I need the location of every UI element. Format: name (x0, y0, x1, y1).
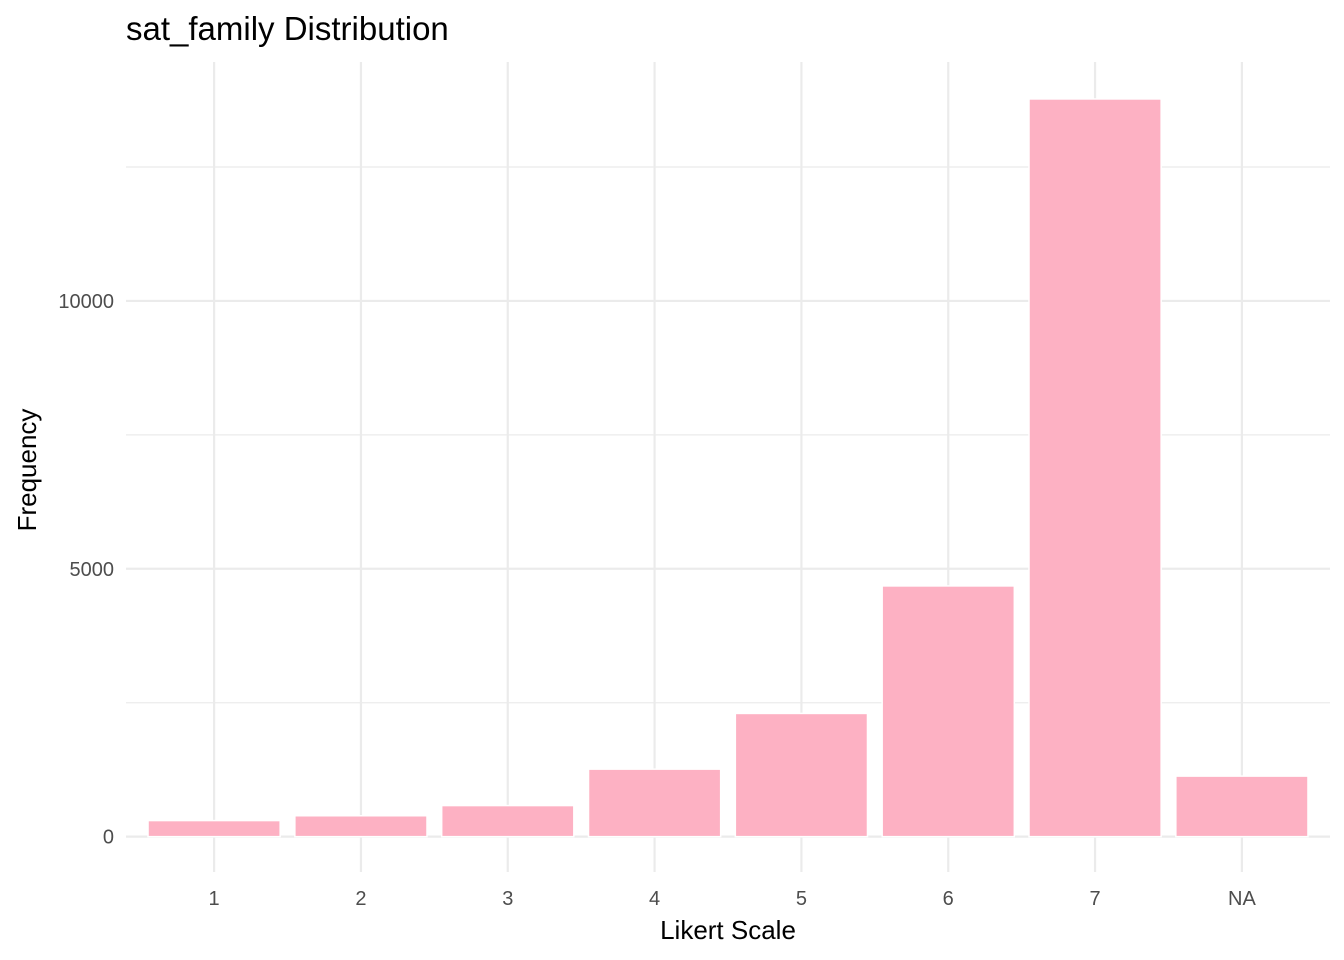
x-tick-label: NA (1228, 888, 1256, 910)
x-tick-label: 4 (649, 888, 660, 910)
bar-5 (734, 712, 869, 838)
x-axis-title: Likert Scale (660, 915, 796, 945)
x-tick-label: 5 (796, 888, 807, 910)
x-tick-labels: 1 2 3 4 5 6 7 NA (209, 888, 1257, 910)
bar-2 (294, 815, 428, 838)
bar-6 (881, 585, 1016, 838)
bar-1 (147, 819, 281, 838)
bar-4 (587, 768, 722, 838)
bar-7 (1028, 98, 1162, 838)
y-axis-title: Frequency (12, 409, 42, 532)
bars (147, 98, 1309, 838)
y-tick-label: 10000 (58, 291, 114, 313)
x-tick-label: 7 (1090, 888, 1101, 910)
bar-3 (440, 804, 575, 838)
chart-title: sat_family Distribution (126, 10, 449, 47)
y-tick-label: 5000 (70, 559, 115, 581)
x-tick-label: 1 (209, 888, 220, 910)
x-tick-label: 6 (943, 888, 954, 910)
y-tick-label: 0 (103, 827, 114, 849)
x-tick-label: 3 (502, 888, 513, 910)
x-tick-label: 2 (355, 888, 366, 910)
y-tick-labels: 0 5000 10000 (58, 291, 114, 849)
bar-NA (1175, 775, 1309, 838)
